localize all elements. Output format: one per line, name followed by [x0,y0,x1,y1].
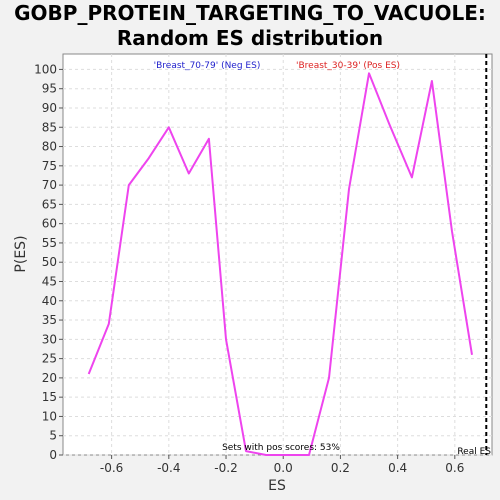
grid-lines [63,54,492,456]
y-axis-label: P(ES) [13,235,29,272]
y-tick-label: 20 [42,371,57,385]
y-tick-label: 35 [42,313,57,327]
y-tick-label: 70 [42,178,57,192]
x-tick-label: -0.6 [100,461,123,475]
y-tick-label: 60 [42,217,57,231]
real-es-group: Real ES [457,54,491,457]
es-series-line [87,72,473,456]
y-tick-label: 10 [42,409,57,423]
x-tick-label: -0.4 [157,461,180,475]
y-tick-label: 100 [34,62,57,76]
x-axis-label: ES [268,478,286,494]
plot-area [62,53,493,456]
y-tick-label: 5 [49,429,57,443]
y-tick-label: 75 [42,159,57,173]
y-tick-label: 95 [42,82,57,96]
series-group [87,72,473,456]
y-tick-label: 15 [42,390,57,404]
chart-title-line-1: GOBP_PROTEIN_TARGETING_TO_VACUOLE: [14,1,486,25]
y-tick-label: 65 [42,197,57,211]
y-tick-label: 45 [42,274,57,288]
legend-neg-es: 'Breast_70-79' (Neg ES) [154,61,261,71]
y-tick-label: 25 [42,352,57,366]
real-es-label: Real ES [457,447,491,457]
x-tick-label: -0.2 [214,461,237,475]
y-tick-label: 50 [42,255,57,269]
y-tick-label: 80 [42,140,57,154]
y-tick-label: 30 [42,332,57,346]
legend-pos-es: 'Breast_30-39' (Pos ES) [296,61,400,71]
y-tick-label: 90 [42,101,57,115]
chart-title: GOBP_PROTEIN_TARGETING_TO_VACUOLE: Rando… [0,1,500,51]
chart-title-line-2: Random ES distribution [116,26,384,50]
y-tick-label: 0 [49,448,57,462]
y-tick-label: 85 [42,120,57,134]
y-tick-label: 55 [42,236,57,250]
x-tick-label: 0.0 [274,461,293,475]
x-axis-ticks: -0.6 -0.4 -0.2 0.0 0.2 0.4 0.6 [100,455,464,475]
x-tick-label: 0.6 [445,461,464,475]
pos-scores-annotation: Sets with pos scores: 53% [222,443,340,453]
x-tick-label: 0.2 [331,461,350,475]
y-tick-label: 40 [42,294,57,308]
y-axis-ticks: 0 5 10 15 20 25 30 35 40 45 50 55 60 65 70 75 80 85 90 95 10… [34,62,63,462]
x-tick-label: 0.4 [388,461,407,475]
